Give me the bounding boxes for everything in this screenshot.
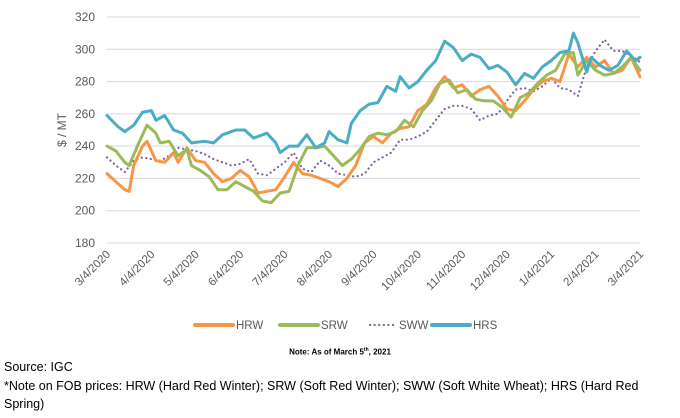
x-tick-label: 3/4/2020 xyxy=(73,249,113,289)
y-tick-label: 320 xyxy=(75,10,95,24)
gridlines xyxy=(107,16,640,244)
series-lines xyxy=(105,31,642,205)
y-tick-label: 200 xyxy=(75,204,95,218)
legend-label-srw: SRW xyxy=(321,320,348,332)
series-line-hrw xyxy=(105,52,642,195)
x-tick-label: 3/4/2021 xyxy=(606,249,646,289)
legend-label-hrw: HRW xyxy=(236,320,263,332)
x-tick-label: 1/4/2021 xyxy=(517,249,557,289)
y-tick-label: 300 xyxy=(75,42,95,56)
note-suffix: , 2021 xyxy=(368,347,391,357)
note-text: Note: As of March 5 xyxy=(289,347,364,357)
series-line-sww xyxy=(105,38,642,178)
legend: HRW SRW SWW HRS xyxy=(193,320,498,332)
y-tick-label: 180 xyxy=(75,236,95,250)
footnote-line-2: Spring) xyxy=(4,397,45,411)
x-tick-label: 11/4/2020 xyxy=(424,249,468,293)
y-tick-label: 240 xyxy=(75,139,95,153)
line-chart: 180 200 220 240 260 280 300 320 $ / MT 3/4/2020… xyxy=(55,10,646,332)
x-tick-label: 4/4/2020 xyxy=(117,249,157,289)
chart-note: Note: As of March 5th, 2021 xyxy=(0,347,680,357)
x-tick-label: 2/4/2021 xyxy=(562,249,602,289)
x-tick-label: 10/4/2020 xyxy=(379,249,424,294)
series-line-srw xyxy=(105,51,642,205)
y-tick-label: 280 xyxy=(75,75,95,89)
y-tick-label: 260 xyxy=(75,107,95,121)
x-tick-label: 9/4/2020 xyxy=(339,249,379,289)
legend-label-hrs: HRS xyxy=(473,320,498,332)
x-tick-label: 5/4/2020 xyxy=(162,249,202,289)
y-tick-label: 220 xyxy=(75,171,95,185)
note-sup: th xyxy=(363,347,369,353)
y-axis-ticks: 180 200 220 240 260 280 300 320 xyxy=(75,10,95,250)
series-line-hrs xyxy=(105,31,642,155)
y-axis-label: $ / MT xyxy=(55,112,69,147)
x-tick-label: 7/4/2020 xyxy=(251,249,291,289)
footnote-line-1: *Note on FOB prices: HRW (Hard Red Winte… xyxy=(4,379,639,393)
source-text: Source: IGC xyxy=(4,360,73,374)
x-tick-label: 12/4/2020 xyxy=(468,249,513,294)
x-tick-label: 8/4/2020 xyxy=(295,249,335,289)
x-axis-ticks: 3/4/2020 4/4/2020 5/4/2020 6/4/2020 7/4/2020… xyxy=(73,249,646,294)
legend-label-sww: SWW xyxy=(399,320,429,332)
x-tick-label: 6/4/2020 xyxy=(206,249,246,289)
